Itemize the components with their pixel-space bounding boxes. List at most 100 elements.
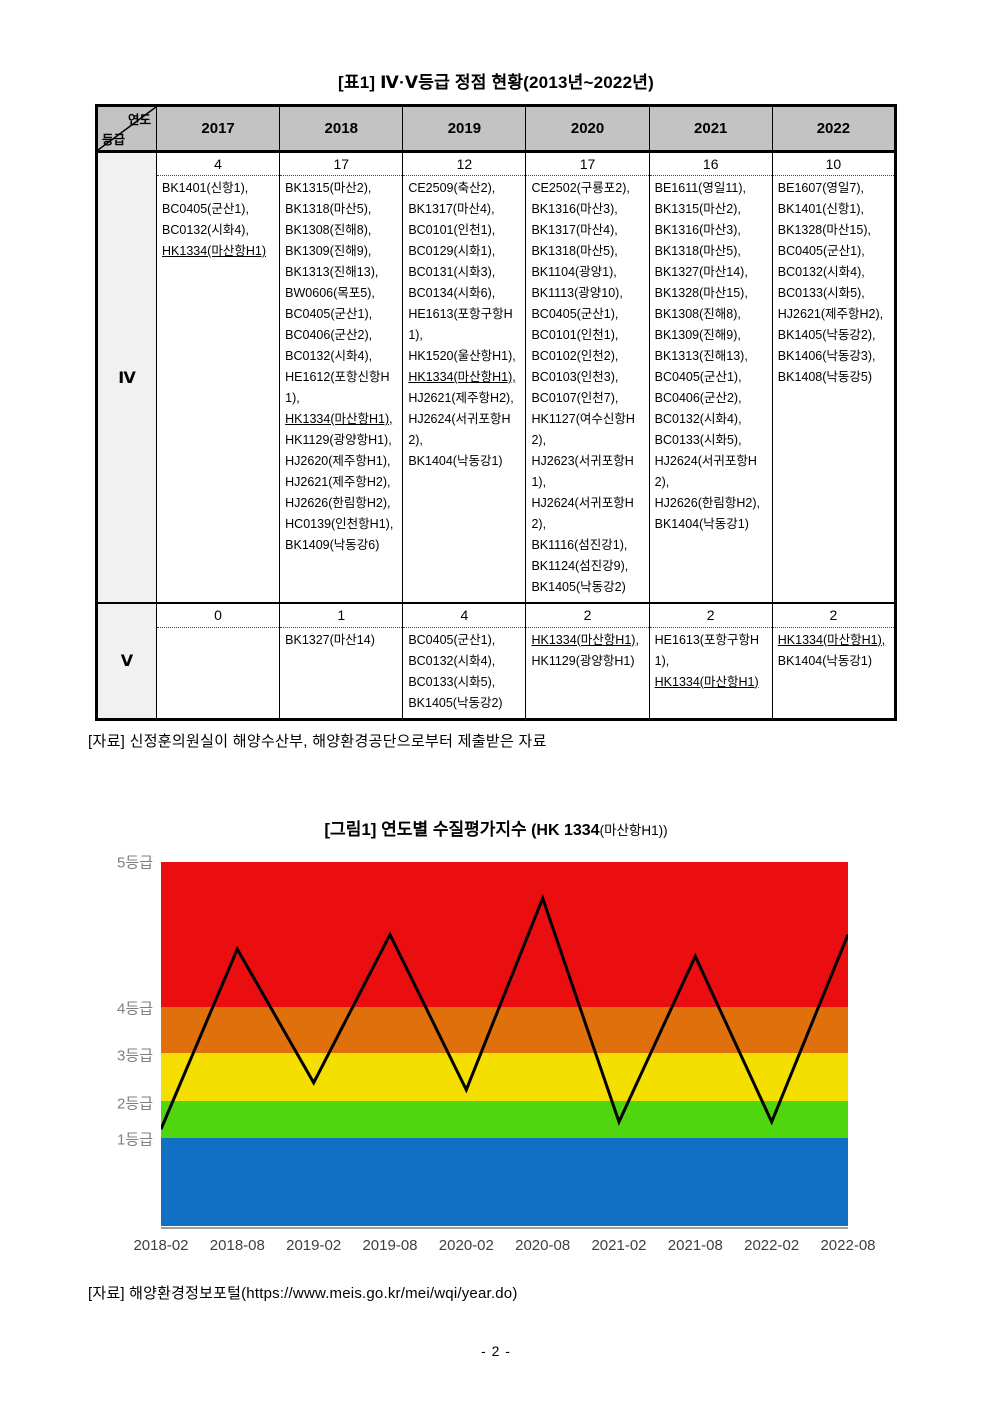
station-entry: BC0101(인천1), [531, 328, 619, 342]
table-header: 연도 등급 2017 2018 2019 2020 2021 2022 [96, 105, 897, 153]
corner-label-year: 연도 [127, 113, 151, 127]
table-title: [표1] Ⅳ·Ⅴ등급 정점 현황(2013년~2022년) [338, 73, 654, 92]
page-number: - 2 - [481, 1343, 511, 1359]
grade-band-3 [161, 1053, 848, 1102]
x-tick-label: 2020-08 [515, 1236, 571, 1254]
figure-title-code: (HK 1334 [526, 821, 600, 839]
corner-label-grade: 등급 [102, 133, 126, 147]
station-entry: HK1127(여수신항H2), [531, 412, 635, 447]
wqi-line-chart: 5등급 4등급 3등급 2등급 1등급 2018-02 2018-08 2019-02 201… [95, 854, 895, 1268]
station-entry: BK1317(마산4), [408, 202, 495, 216]
station-entry: HK1520(울산항H1), [408, 349, 516, 363]
station-entry: BK1309(진해9), [285, 244, 372, 258]
station-entry: BE1611(영일11), [654, 181, 746, 195]
station-count-cell: 4 [155, 151, 281, 176]
station-entry: BE1607(영일7), [777, 181, 865, 195]
station-count-cell: 0 [155, 602, 281, 628]
station-entry: BK1318(마산5), [531, 244, 618, 258]
station-entry: HJ2623(서귀포항H1), [531, 454, 634, 489]
grade-count-row: Ⅳ 4 17 12 17 16 10 [96, 151, 897, 604]
station-list-cell: HK1334(마산항H1), BK1404(낙동강1) [771, 626, 897, 720]
station-entry: BK1316(마산3), [531, 202, 618, 216]
y-tick-label: 2등급 [117, 1095, 153, 1113]
station-entry: HJ2620(제주항H1), [285, 454, 391, 468]
figure-source-note: [자료] 해양환경정보포털(https://www.meis.go.kr/mei… [88, 1284, 518, 1302]
wqi-line-series [161, 893, 848, 1130]
station-entry: BC0405(군산1), [777, 244, 865, 258]
x-tick-label: 2020-02 [438, 1236, 494, 1254]
station-entry: BC0133(시화5), [408, 674, 496, 689]
grade-station-list-row: BK1401(신항1), BC0405(군산1), BC0132(시화4), HK13… [97, 175, 897, 604]
station-entry: HK1334(마산항H1) [654, 674, 759, 689]
station-entry: HJ2621(제주항H2), [777, 307, 884, 321]
x-tick-label: 2022-02 [744, 1236, 800, 1254]
station-entry: HC0139(인천항H1), [285, 517, 394, 531]
station-entry: HK1334(마산항H1), [777, 632, 886, 647]
station-entry: BK1327(마산14) [285, 632, 375, 647]
station-entry: HK1334(마산항H1) [162, 244, 266, 258]
corner-cell: 연도 등급 [96, 105, 157, 153]
station-list-cell: CE2509(축산2), BK1317(마산4), BC0101(인천1), BC01… [402, 175, 527, 604]
station-entry: BK1405(낙동강2) [408, 695, 503, 710]
station-entry: HJ2624(서귀포항H2), [654, 454, 757, 489]
station-entry: HK1334(마산항H1), [408, 370, 516, 384]
grade-row-label: Ⅴ [96, 602, 157, 720]
station-entry: BC0405(군산1), [531, 307, 619, 321]
x-tick-label: 2019-02 [286, 1236, 342, 1254]
year-header: 2018 [279, 105, 404, 153]
figure-title-sub: (마산항H1)) [599, 822, 668, 838]
station-entry: BC0102(인천2), [531, 349, 619, 363]
station-list-cell: BC0405(군산1), BC0132(시화4), BC0133(시화5), BK14… [402, 626, 527, 720]
station-entry: BC0134(시화6), [408, 286, 496, 300]
station-entry: HE1613(포항구항H1), [654, 632, 759, 668]
station-entry: BC0132(시화4), [408, 653, 496, 668]
station-entry: BK1315(마산2), [654, 202, 741, 216]
station-count-cell: 1 [279, 602, 404, 628]
station-entry: CE2509(축산2), [408, 181, 496, 195]
station-entry: BC0405(군산1), [162, 202, 249, 216]
station-entry: BC0405(군산1), [654, 370, 742, 384]
station-entry: BK1405(낙동강2), [777, 328, 876, 342]
station-entry: HK1129(광양항H1) [531, 653, 635, 668]
station-count-cell: 17 [279, 151, 404, 176]
station-list-cell: BK1401(신항1), BC0405(군산1), BC0132(시화4), HK13… [155, 175, 281, 604]
x-tick-label: 2021-02 [591, 1236, 647, 1254]
station-entry: HE1612(포항신항H1), [285, 370, 390, 405]
station-count-cell: 17 [525, 151, 650, 176]
station-entry: BC0129(시화1), [408, 244, 496, 258]
station-count-cell: 2 [771, 602, 897, 628]
station-count-cell: 2 [525, 602, 650, 628]
station-entry: BC0132(시화4), [654, 412, 742, 426]
station-entry: BK1328(마산15), [777, 223, 871, 237]
grade-band-2 [161, 1101, 848, 1138]
station-count-cell: 16 [648, 151, 773, 176]
year-header: 2021 [648, 105, 773, 153]
figure-title-main: [그림1] 연도별 수질평가지수 [324, 819, 527, 839]
station-entry: BK1408(낙동강5) [777, 370, 873, 384]
station-entry: HK1129(광양항H1), [285, 433, 392, 447]
x-tick-label: 2019-08 [362, 1236, 418, 1254]
station-list-cell: BE1611(영일11), BK1315(마산2), BK1316(마산3), BK1… [648, 175, 773, 604]
x-tick-label: 2021-08 [667, 1236, 723, 1254]
station-entry: BK1318(마산5), [285, 202, 372, 216]
station-entry: BK1317(마산4), [531, 223, 618, 237]
station-count-cell: 2 [648, 602, 773, 628]
wqi-polyline [161, 893, 848, 1130]
station-entry: BK1315(마산2), [285, 181, 372, 195]
station-count-cell: 10 [771, 151, 897, 176]
station-entry: BC0133(시화5), [654, 433, 742, 447]
station-entry: BC0405(군산1), [285, 307, 373, 321]
y-tick-label: 1등급 [117, 1131, 153, 1149]
station-entry: HJ2626(한림항H2), [654, 496, 760, 510]
station-entry: BK1327(마산14), [654, 265, 748, 279]
station-entry: BK1313(진해13), [654, 349, 748, 363]
station-entry: BK1308(진해8), [654, 307, 741, 321]
station-entry: BK1406(낙동강3), [777, 349, 876, 363]
station-list-cell: CE2502(구룡포2), BK1316(마산3), BK1317(마산4), BK1… [525, 175, 650, 604]
station-entry: BK1309(진해9), [654, 328, 741, 342]
station-entry: HJ2624(서귀포항H2), [531, 496, 634, 531]
y-axis-labels: 5등급 4등급 3등급 2등급 1등급 [95, 854, 153, 1229]
y-tick-label: 4등급 [117, 1000, 153, 1018]
